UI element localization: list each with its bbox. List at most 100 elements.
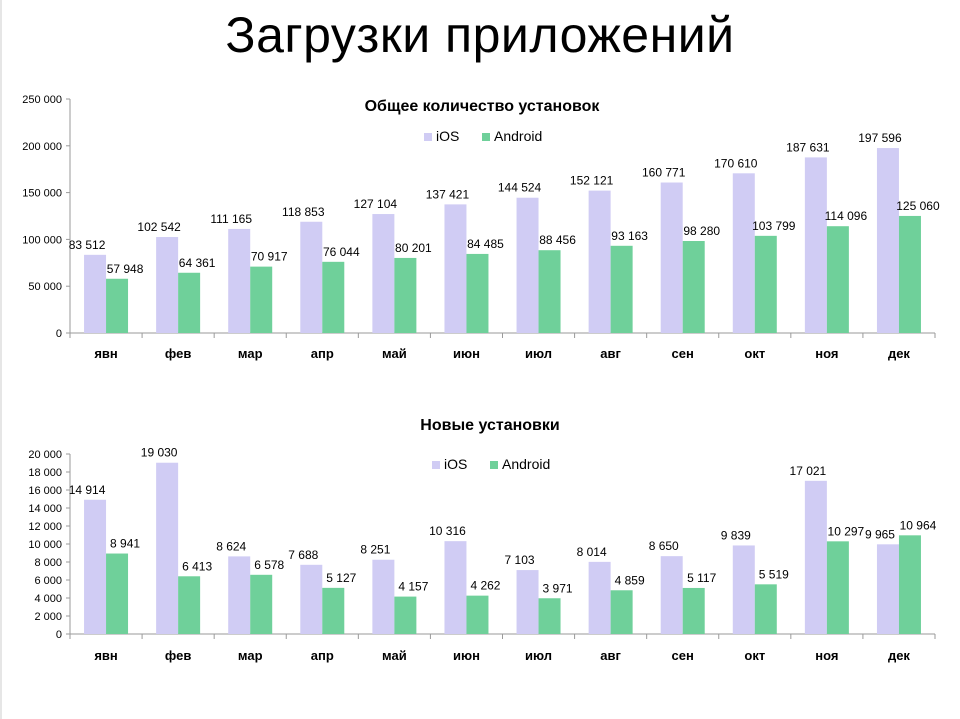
new-legend-label-ios: iOS: [444, 456, 467, 472]
new-bar-android: [682, 587, 705, 634]
new-category-label: авг: [600, 648, 621, 663]
total-chart-title: Общее количество установок: [365, 98, 601, 115]
total-value-label-ios: 111 165: [210, 212, 252, 226]
new-bar-android: [322, 587, 345, 634]
total-bar-ios: [444, 204, 467, 333]
total-bar-android: [538, 250, 561, 333]
new-bar-ios: [516, 570, 539, 634]
new-value-label-android: 5 127: [326, 571, 356, 585]
new-category-label: сен: [672, 648, 694, 663]
total-value-label-ios: 160 771: [642, 166, 686, 180]
total-y-tick-label: 150 000: [22, 188, 62, 200]
total-value-label-android: 103 799: [752, 219, 796, 233]
total-category-label: окт: [744, 346, 765, 361]
new-bar-android: [106, 553, 129, 634]
new-legend-swatch-ios: [432, 461, 440, 469]
new-bar-ios: [156, 462, 179, 634]
total-bar-ios: [300, 221, 323, 333]
total-value-label-ios: 187 631: [786, 140, 830, 154]
total-category-label: апр: [311, 346, 334, 361]
total-bar-ios: [156, 237, 179, 333]
total-category-label: ноя: [815, 346, 838, 361]
slide-edge-line: [0, 0, 2, 719]
new-legend-label-android: Android: [502, 456, 550, 472]
total-bar-android: [898, 215, 921, 333]
total-value-label-android: 64 361: [179, 256, 216, 270]
new-y-tick-label: 8 000: [34, 557, 62, 569]
new-value-label-ios: 8 014: [577, 545, 607, 559]
total-bar-android: [754, 235, 777, 333]
new-bar-android: [250, 574, 273, 634]
new-value-label-android: 4 859: [615, 573, 645, 587]
total-value-label-android: 57 948: [107, 262, 144, 276]
total-category-label: сен: [672, 346, 694, 361]
new-category-label: мар: [238, 648, 263, 663]
total-value-label-ios: 127 104: [354, 197, 398, 211]
new-bar-android: [538, 598, 561, 634]
new-bar-ios: [732, 545, 755, 634]
new-bar-ios: [84, 499, 107, 634]
new-value-label-ios: 10 316: [429, 524, 466, 538]
total-bar-ios: [804, 157, 827, 333]
total-y-tick-label: 100 000: [22, 234, 62, 246]
total-value-label-ios: 170 610: [714, 156, 758, 170]
total-value-label-ios: 102 542: [137, 220, 181, 234]
new-value-label-android: 8 941: [110, 537, 140, 551]
total-bar-android: [610, 245, 633, 333]
new-bar-android: [826, 541, 849, 634]
new-category-label: май: [382, 648, 407, 663]
total-bar-android: [106, 278, 129, 333]
new-category-label: дек: [888, 648, 910, 663]
new-y-tick-label: 6 000: [34, 575, 62, 587]
total-value-label-android: 88 456: [539, 233, 576, 247]
new-bar-android: [466, 595, 489, 634]
total-bar-ios: [84, 254, 107, 333]
new-legend-swatch-android: [490, 461, 498, 469]
new-bar-android: [394, 596, 417, 634]
total-legend-swatch-ios: [424, 133, 432, 141]
new-value-label-ios: 9 839: [721, 528, 751, 542]
total-bar-android: [394, 257, 417, 333]
total-bar-android: [178, 272, 201, 333]
new-bar-android: [898, 535, 921, 634]
total-value-label-android: 70 917: [251, 250, 288, 264]
new-y-tick-label: 14 000: [28, 503, 62, 515]
new-y-tick-label: 10 000: [28, 539, 62, 551]
new-bar-android: [754, 584, 777, 634]
new-y-tick-label: 18 000: [28, 467, 62, 479]
new-value-label-ios: 7 103: [505, 553, 535, 567]
total-value-label-ios: 144 524: [498, 181, 542, 195]
total-legend-swatch-android: [482, 133, 490, 141]
new-category-label: июн: [453, 648, 480, 663]
total-value-label-android: 80 201: [395, 241, 432, 255]
total-bar-android: [826, 226, 849, 333]
new-bar-ios: [804, 480, 827, 634]
new-y-tick-label: 4 000: [34, 593, 62, 605]
new-value-label-android: 10 964: [900, 518, 937, 532]
total-category-label: авг: [600, 346, 621, 361]
total-value-label-ios: 197 596: [858, 131, 902, 145]
new-value-label-android: 4 157: [398, 580, 428, 594]
total-y-tick-label: 0: [56, 328, 62, 340]
new-y-tick-label: 16 000: [28, 485, 62, 497]
new-value-label-ios: 9 965: [865, 527, 895, 541]
total-bar-ios: [660, 182, 683, 333]
total-y-tick-label: 50 000: [28, 281, 62, 293]
new-bar-ios: [372, 559, 395, 634]
new-value-label-android: 3 971: [543, 581, 573, 595]
total-bar-android: [466, 253, 489, 333]
total-bar-ios: [516, 197, 539, 333]
new-value-label-android: 6 413: [182, 559, 212, 573]
total-value-label-android: 125 060: [896, 199, 940, 213]
new-bar-ios: [228, 556, 251, 634]
total-bar-android: [322, 261, 345, 333]
total-legend-label-android: Android: [494, 128, 542, 144]
new-value-label-android: 5 117: [687, 571, 716, 585]
total-value-label-android: 98 280: [683, 224, 720, 238]
new-bar-ios: [588, 561, 611, 634]
new-value-label-android: 6 578: [254, 558, 284, 572]
total-y-tick-label: 200 000: [22, 141, 62, 153]
new-category-label: явн: [94, 648, 117, 663]
total-category-label: май: [382, 346, 407, 361]
